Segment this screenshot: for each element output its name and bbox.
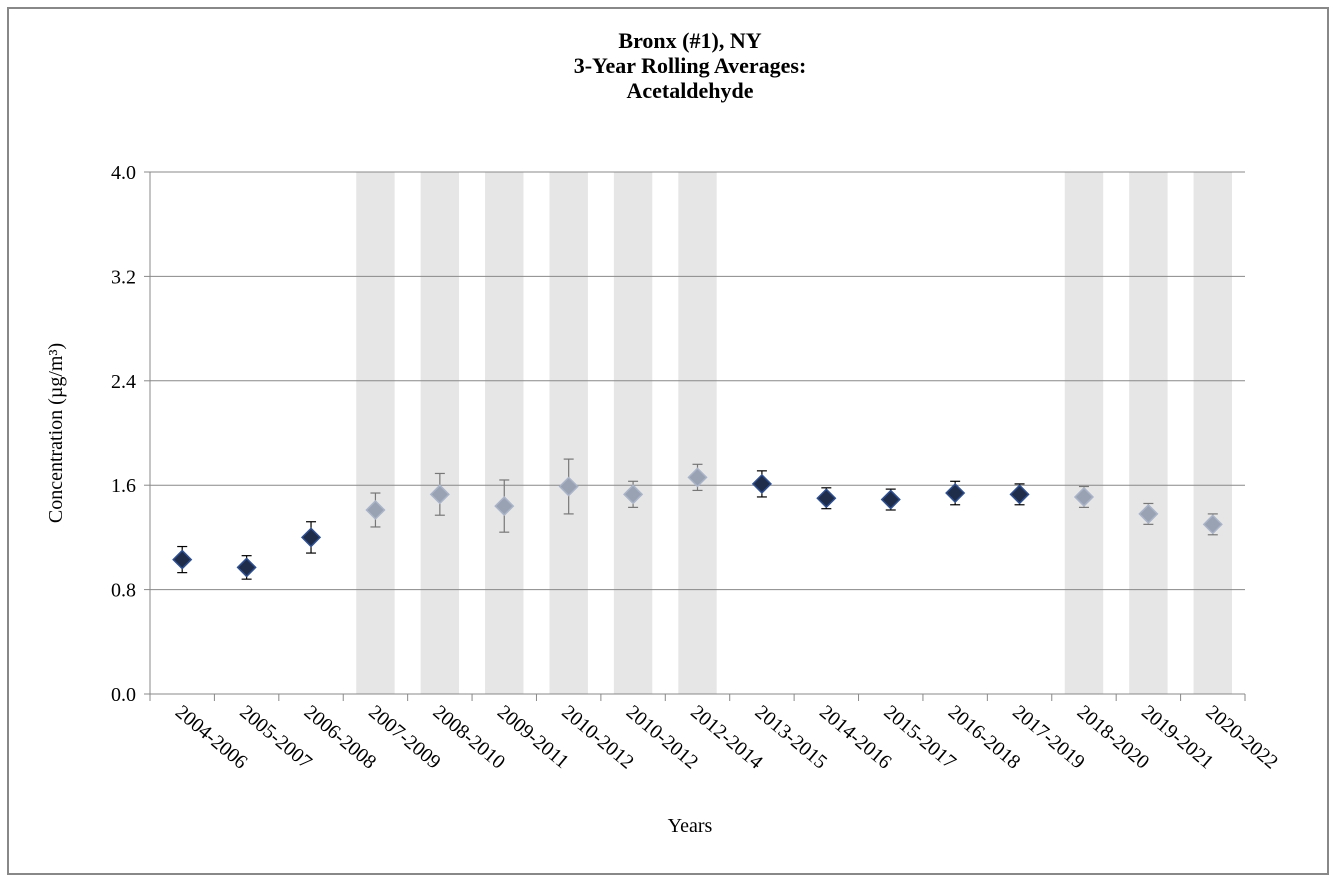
y-tick-label: 1.6 — [111, 475, 136, 497]
chart-title: 3-Year Rolling Averages: — [574, 53, 807, 78]
data-point — [1202, 514, 1223, 535]
x-axis-label: Years — [668, 815, 713, 837]
shaded-band — [549, 172, 588, 694]
shaded-band — [1193, 172, 1232, 694]
shaded-band — [485, 172, 524, 694]
data-point — [365, 499, 386, 521]
data-point — [300, 527, 322, 548]
y-tick-label: 0.8 — [111, 580, 136, 602]
y-axis-label: Concentration (µg/m³) — [45, 343, 67, 523]
y-tick-label: 2.4 — [111, 371, 136, 393]
data-point — [429, 484, 450, 505]
shaded-band — [1129, 172, 1168, 694]
chart-title: Acetaldehyde — [626, 78, 753, 103]
chart-frame — [7, 7, 1329, 875]
data-point — [816, 488, 837, 509]
data-point — [558, 476, 579, 497]
shaded-band — [1064, 172, 1104, 694]
data-point — [623, 484, 644, 505]
data-point — [1138, 503, 1159, 524]
shaded-band — [420, 172, 460, 694]
data-point — [236, 557, 257, 578]
data-point — [172, 549, 193, 570]
shaded-band — [678, 172, 717, 694]
y-tick-label: 3.2 — [111, 266, 136, 288]
data-point — [1073, 486, 1095, 508]
shaded-band — [613, 172, 653, 694]
data-point — [880, 489, 901, 510]
y-tick-label: 0.0 — [111, 684, 136, 706]
y-tick-label: 4.0 — [111, 162, 136, 184]
data-point — [751, 473, 772, 494]
chart-title: Bronx (#1), NY — [618, 28, 761, 53]
shaded-band — [356, 172, 395, 694]
data-point — [687, 467, 708, 488]
data-point — [494, 496, 515, 517]
data-point — [945, 482, 966, 504]
data-point — [1009, 484, 1030, 505]
